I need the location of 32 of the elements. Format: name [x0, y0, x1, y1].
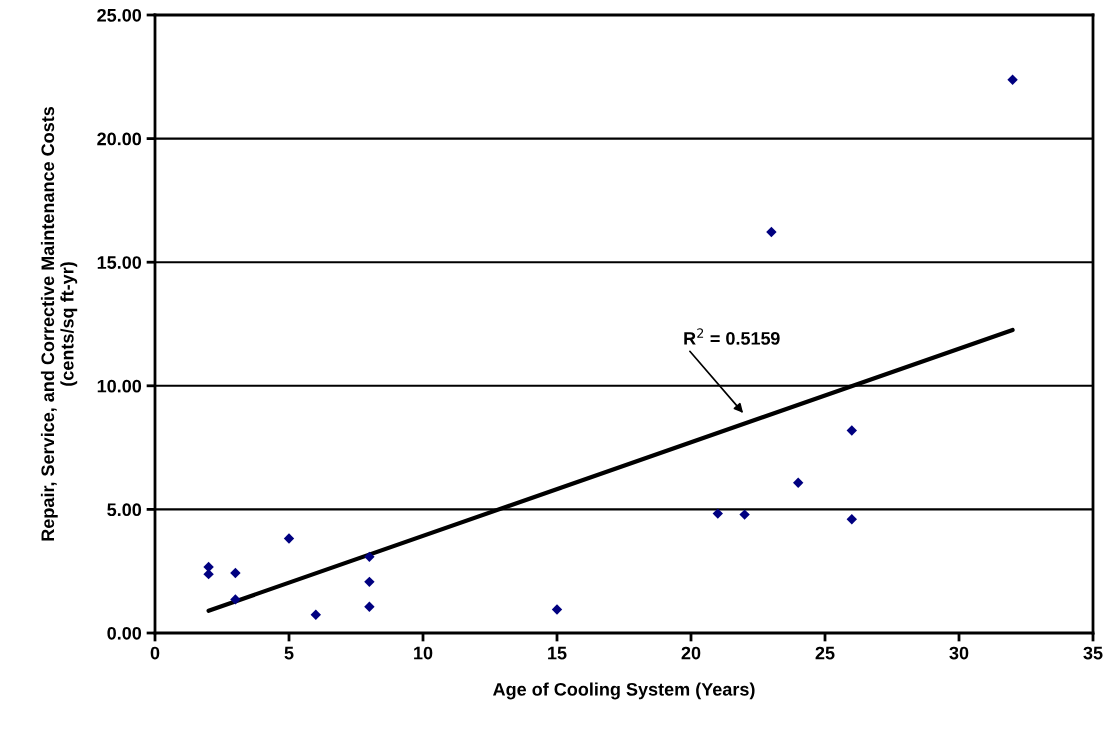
point	[364, 601, 375, 612]
point	[846, 425, 857, 436]
x-tick-label: 15	[548, 646, 567, 660]
x-tick-label: 35	[1083, 646, 1103, 660]
point	[846, 514, 857, 525]
x-tick-label: 25	[815, 646, 835, 660]
x-tick-label: 5	[284, 646, 294, 660]
annotation: R$^{2}$ = 0.5159	[684, 328, 780, 345]
point	[793, 477, 804, 488]
x-tick-label: 10	[414, 646, 433, 660]
y-tick-label: 5.00	[107, 503, 142, 517]
point	[310, 609, 321, 620]
point	[712, 508, 723, 519]
point	[739, 509, 750, 520]
x-axis-title: Age of Cooling System (Years)	[493, 682, 755, 700]
y-tick-label: 20.00	[97, 132, 142, 146]
point	[230, 594, 241, 605]
x-tick-label: 0	[150, 646, 160, 660]
point	[364, 551, 375, 563]
point	[283, 533, 295, 544]
point	[364, 576, 375, 588]
y-tick-label: 25.00	[97, 8, 142, 22]
point	[1007, 74, 1018, 85]
point	[551, 604, 563, 615]
point	[230, 567, 241, 579]
x-tick-label: 30	[949, 646, 969, 660]
point	[766, 226, 777, 238]
y-tick-label: 15.00	[97, 256, 142, 269]
x-tick-label: 20	[681, 646, 701, 660]
y-axis-title: Repair, Service, and Corrective Maintenance Costs (cents/sq ft-yr)	[40, 106, 78, 541]
y-tick-label: 0.00	[107, 626, 142, 640]
y-tick-label: 10.00	[97, 379, 142, 393]
